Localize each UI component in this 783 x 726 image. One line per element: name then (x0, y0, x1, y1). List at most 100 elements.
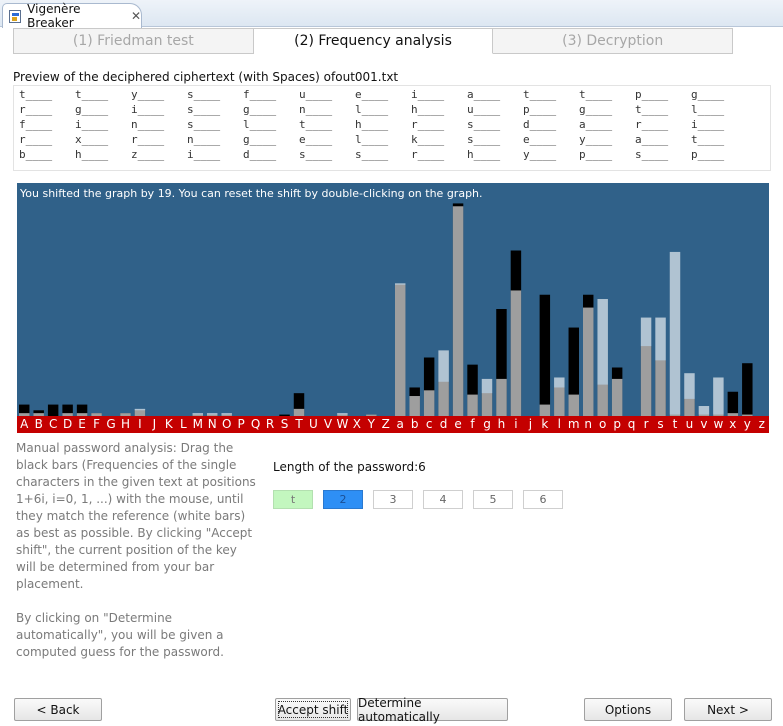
step-decryption[interactable]: (3) Decryption (493, 28, 734, 54)
axis-letter: w (713, 417, 724, 431)
axis-letter: j (528, 417, 533, 431)
axis-letter: A (20, 417, 29, 431)
preview-cell: g____ (243, 133, 277, 146)
axis-letter: i (514, 417, 518, 431)
password-key-cells: t 2 3 4 5 6 (273, 490, 573, 509)
cipher-frequency-bar[interactable] (423, 357, 435, 416)
preview-cell: s____ (355, 148, 389, 161)
cipher-frequency-bar[interactable] (47, 404, 59, 416)
cipher-frequency-bar[interactable] (742, 363, 753, 416)
preview-cell: p____ (691, 148, 725, 161)
axis-letter: O (221, 417, 232, 431)
reference-frequency-bar (698, 406, 710, 416)
reference-frequency-bar (452, 206, 464, 416)
preview-cell: t____ (691, 133, 725, 146)
axis-letter: U (309, 417, 318, 431)
preview-cell: t____ (75, 88, 109, 101)
preview-cell: i____ (131, 103, 165, 116)
preview-cell: e____ (355, 88, 389, 101)
cipher-frequency-bar[interactable] (279, 414, 290, 416)
reference-frequency-bar (207, 413, 218, 416)
preview-cell: e____ (299, 133, 333, 146)
frequency-bars[interactable] (17, 183, 769, 433)
cipher-frequency-bar[interactable] (727, 391, 739, 416)
preview-cell: h____ (467, 148, 501, 161)
axis-letter: o (599, 417, 607, 431)
cipher-frequency-bar[interactable] (293, 393, 305, 416)
preview-cell: f____ (19, 118, 53, 131)
reference-frequency-bar (640, 317, 652, 416)
reference-frequency-bar (496, 378, 507, 416)
preview-cell: h____ (411, 103, 445, 116)
preview-cell: l____ (355, 133, 389, 146)
instructions: Manual password analysis: Drag the black… (16, 440, 256, 678)
next-button[interactable]: Next > (684, 698, 772, 721)
reference-frequency-bar (727, 413, 739, 416)
axis-letter: p (613, 417, 621, 431)
reference-frequency-bar (134, 408, 146, 416)
axis-letter: h (497, 417, 506, 431)
cipher-frequency-bar[interactable] (467, 364, 478, 416)
preview-cell: f____ (243, 88, 277, 101)
reference-frequency-bar (669, 251, 681, 416)
cipher-frequency-bar[interactable] (62, 404, 73, 416)
reference-frequency-bar (611, 378, 623, 416)
accept-shift-button[interactable]: Accept shift (275, 698, 351, 721)
preview-cell: p____ (523, 103, 557, 116)
preview-cell: e____ (523, 133, 557, 146)
axis-letter: X (352, 417, 361, 431)
key-cell-6[interactable]: 6 (523, 490, 563, 509)
back-button[interactable]: < Back (14, 698, 102, 721)
cipher-frequency-bar[interactable] (19, 404, 30, 416)
axis-letter: M (192, 417, 203, 431)
key-cell-4[interactable]: 4 (423, 490, 463, 509)
key-cell-5[interactable]: 5 (473, 490, 513, 509)
preview-row: r____ g____ i____ s____ g____ n____ l____ h____… (14, 101, 770, 116)
key-cell-2[interactable]: 2 (323, 490, 363, 509)
wizard-steps: (1) Friedman test (2) Frequency analysis… (13, 28, 734, 54)
axis-letter: F (93, 417, 100, 431)
preview-cell: i____ (75, 118, 109, 131)
preview-cell: g____ (75, 103, 109, 116)
axis-letter: b (410, 417, 419, 431)
instructions-manual: Manual password analysis: Drag the black… (16, 441, 256, 591)
axis-letter: S (280, 417, 289, 431)
preview-cell: r____ (635, 118, 669, 131)
reference-frequency-bar (19, 413, 30, 416)
preview-cell: s____ (635, 148, 669, 161)
key-cell-1[interactable]: t (273, 490, 313, 509)
editor-tab-vigenere-breaker[interactable]: Vigenère Breaker ✕ (2, 2, 142, 30)
frequency-graph[interactable]: You shifted the graph by 19. You can res… (17, 183, 769, 433)
password-length-label: Length of the password:6 (273, 460, 426, 474)
axis-letter: D (62, 417, 73, 431)
axis-letter: g (483, 417, 491, 431)
instructions-automatic: By clicking on "Determine automatically"… (16, 611, 224, 659)
preview-cell: l____ (691, 103, 725, 116)
preview-cell: s____ (467, 133, 501, 146)
determine-automatically-button[interactable]: Determine automatically (357, 696, 508, 724)
step-frequency-analysis[interactable]: (2) Frequency analysis (253, 28, 494, 54)
cipher-frequency-bar[interactable] (496, 309, 507, 416)
preview-cell: d____ (523, 118, 557, 131)
close-icon[interactable]: ✕ (130, 9, 141, 23)
shift-message: You shifted the graph by 19. You can res… (20, 187, 483, 200)
preview-cell: r____ (19, 103, 53, 116)
reference-frequency-bar (597, 299, 608, 416)
preview-cell: s____ (467, 118, 501, 131)
cipher-frequency-bar[interactable] (76, 404, 88, 416)
step-friedman-test[interactable]: (1) Friedman test (13, 28, 254, 54)
reference-frequency-bar (409, 396, 420, 416)
preview-cell: n____ (299, 103, 333, 116)
reference-frequency-bar (62, 413, 73, 416)
reference-frequency-bar (510, 290, 522, 416)
reference-frequency-bar (583, 307, 594, 416)
preview-cell: y____ (131, 88, 165, 101)
cipher-frequency-bar[interactable] (568, 327, 579, 416)
key-cell-3[interactable]: 3 (373, 490, 413, 509)
options-button[interactable]: Options (584, 698, 672, 721)
preview-cell: k____ (411, 133, 445, 146)
axis-letter: C (48, 417, 58, 431)
axis-letter: N (207, 417, 217, 431)
axis-letter: x (729, 417, 737, 431)
cipher-frequency-bar[interactable] (539, 294, 551, 416)
